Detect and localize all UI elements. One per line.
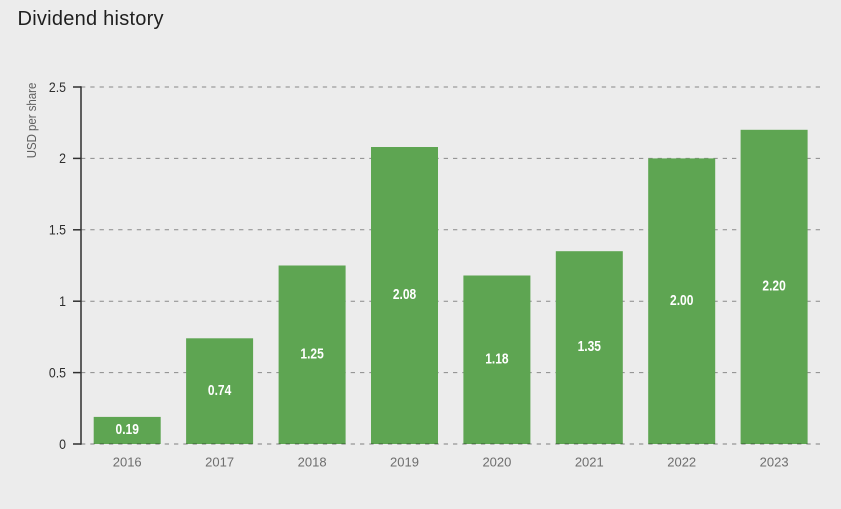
svg-text:2017: 2017 <box>205 455 234 470</box>
svg-text:2018: 2018 <box>298 455 327 470</box>
svg-text:0.74: 0.74 <box>208 382 232 399</box>
svg-text:USD per share: USD per share <box>24 83 39 159</box>
svg-text:2.00: 2.00 <box>670 292 693 309</box>
svg-text:2019: 2019 <box>390 455 419 470</box>
svg-text:0.5: 0.5 <box>49 365 66 381</box>
svg-text:0: 0 <box>59 436 66 452</box>
svg-text:1.5: 1.5 <box>49 222 66 238</box>
svg-text:2.08: 2.08 <box>393 286 417 303</box>
svg-text:2.5: 2.5 <box>49 79 66 95</box>
svg-text:2: 2 <box>59 150 66 166</box>
svg-text:2020: 2020 <box>482 455 511 470</box>
svg-text:Dividend history: Dividend history <box>18 8 164 30</box>
svg-text:2021: 2021 <box>575 455 604 470</box>
svg-text:2022: 2022 <box>667 455 696 470</box>
svg-text:2016: 2016 <box>113 455 142 470</box>
svg-text:1: 1 <box>59 293 66 309</box>
svg-text:0.19: 0.19 <box>116 421 140 438</box>
svg-text:2.20: 2.20 <box>762 277 785 294</box>
svg-text:1.35: 1.35 <box>578 338 602 355</box>
svg-text:1.25: 1.25 <box>300 345 324 362</box>
svg-text:1.18: 1.18 <box>485 350 509 367</box>
svg-text:2023: 2023 <box>760 455 789 470</box>
